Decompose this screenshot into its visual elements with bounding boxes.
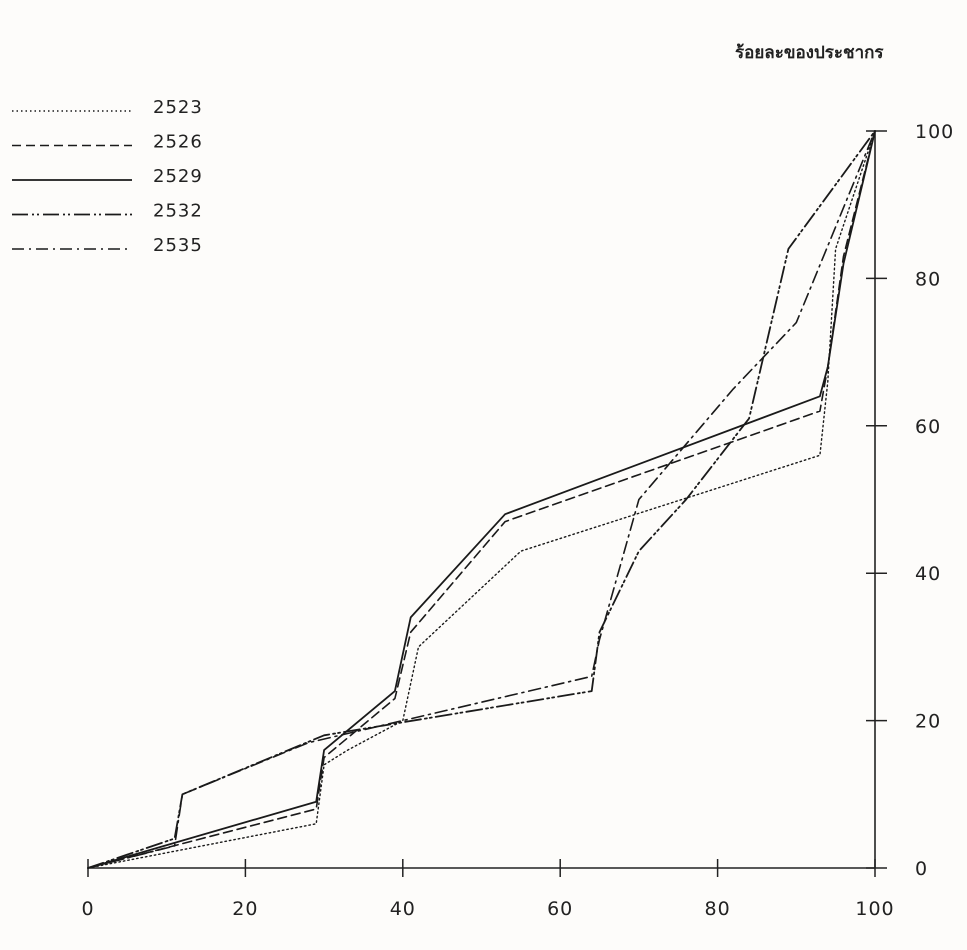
legend-label-2529: 2529 [153,166,203,187]
y-tick-label: 20 [915,711,941,733]
series-line-2526 [87,130,876,869]
legend-label-2532: 2532 [153,201,203,222]
y-tick-label: 80 [915,268,941,290]
x-tick-label: 60 [547,898,573,920]
legend-label-2535: 2535 [153,235,203,256]
y-tick-label: 40 [915,563,941,585]
series-line-2523 [87,130,876,869]
legend: 2523 2526 2529 2532 2535 [12,97,203,256]
x-tick-label: 100 [855,898,894,920]
x-tick-label: 20 [232,898,258,920]
y-tick-label: 100 [915,121,954,143]
series-line-2532 [87,130,876,869]
legend-label-2523: 2523 [153,97,203,118]
y-tick-label: 60 [915,416,941,438]
series-lines [87,130,876,869]
y-tick-label: 0 [915,858,928,880]
x-tick-label: 40 [390,898,416,920]
legend-label-2526: 2526 [153,132,203,153]
axes: 0 20 40 60 80 100 0 20 40 60 80 100 [81,121,954,920]
y-axis-label: ร้อยละของประชากร [735,43,884,63]
x-tick-label: 0 [81,898,94,920]
x-tick-label: 80 [705,898,731,920]
series-line-2529 [87,130,876,869]
series-line-2535 [87,130,876,869]
